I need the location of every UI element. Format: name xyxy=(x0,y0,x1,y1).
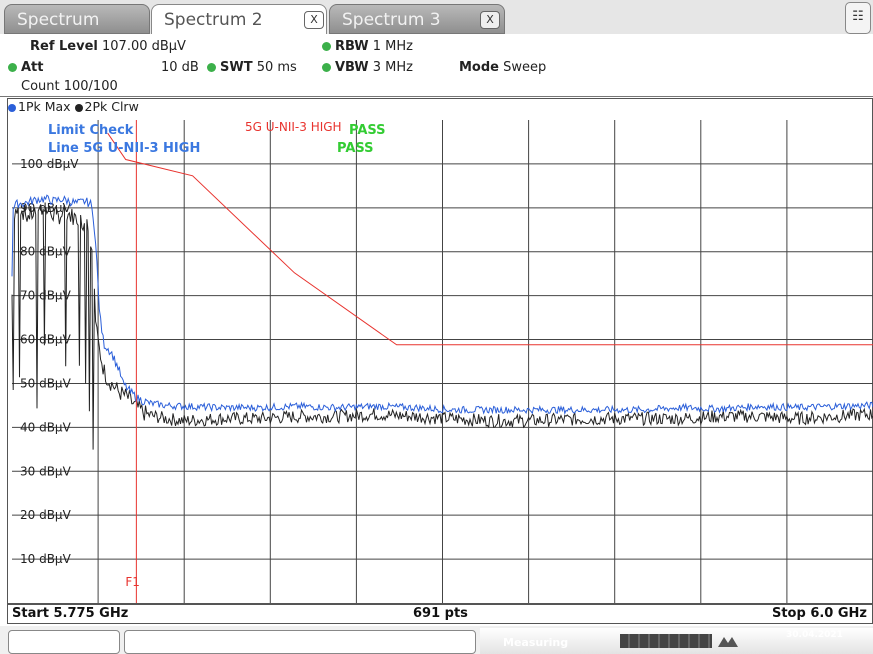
limit-name-label: 5G U-NII-3 HIGH xyxy=(245,120,342,134)
close-icon[interactable]: X xyxy=(480,11,500,29)
limit-check-label: Limit Check xyxy=(48,123,134,138)
ref-level-value: 107.00 dBµV xyxy=(102,39,186,54)
vbw-label: VBW xyxy=(335,60,369,75)
menu-icon[interactable]: ☷ xyxy=(845,2,871,34)
limit-pass-label: PASS xyxy=(337,141,374,156)
att: Att xyxy=(8,60,44,75)
close-icon[interactable]: X xyxy=(304,11,324,29)
legend-entry: 1Pk Max xyxy=(18,99,71,114)
limit-line xyxy=(107,132,873,346)
status-dot-icon xyxy=(322,42,331,51)
legend-entry: 2Pk Clrw xyxy=(84,99,139,114)
spectrum-plot[interactable] xyxy=(7,98,873,604)
measuring-status: Measuring xyxy=(503,636,569,649)
tab-label: Spectrum xyxy=(17,10,100,30)
sweep-points: 691 pts xyxy=(413,606,468,621)
y-axis: 10 dBµV 20 dBµV 30 dBµV 40 dBµV 50 dBµV 60 dB… xyxy=(20,157,79,566)
settings-header: Ref Level 107.00 dBµV RBW 1 MHz Att 10 d… xyxy=(0,34,873,97)
limit-line-path xyxy=(107,132,873,346)
instrument-icon xyxy=(716,634,740,648)
status-field xyxy=(8,630,120,654)
vbw: VBW 3 MHz xyxy=(322,60,413,75)
rbw: RBW 1 MHz xyxy=(322,39,413,54)
trace-legend: 1Pk Max 2Pk Clrw xyxy=(8,99,139,115)
trace-2-dot-icon xyxy=(74,103,83,112)
swt-label: SWT xyxy=(220,60,253,75)
ref-level: Ref Level 107.00 dBµV xyxy=(30,39,186,54)
status-dot-icon xyxy=(8,63,17,72)
status-dot-icon xyxy=(207,63,216,72)
tab-label: Spectrum 3 xyxy=(342,10,441,30)
tab-spectrum-2[interactable]: Spectrum 2 X xyxy=(151,4,327,36)
att-value: 10 dB xyxy=(161,60,199,75)
start-frequency: Start 5.775 GHz xyxy=(12,606,129,621)
rbw-label: RBW xyxy=(335,39,369,54)
mode-label: Mode xyxy=(459,60,499,75)
tab-label: Spectrum 2 xyxy=(164,10,263,30)
marker-label: F1 xyxy=(125,575,140,589)
mode-value: Sweep xyxy=(503,60,547,75)
y-tick-label: 20 dBµV xyxy=(20,508,72,522)
rbw-value: 1 MHz xyxy=(372,39,413,54)
trace-1-dot-icon xyxy=(8,103,16,112)
y-tick-label: 30 dBµV xyxy=(20,464,72,478)
att-swt: 10 dB SWT 50 ms xyxy=(161,60,297,75)
y-tick-label: 10 dBµV xyxy=(20,552,72,566)
status-date: 30.04.2021 xyxy=(786,630,843,640)
vbw-value: 3 MHz xyxy=(372,60,413,75)
swt-value: 50 ms xyxy=(256,60,297,75)
tab-bar: Spectrum Spectrum 2 X Spectrum 3 X ☷ xyxy=(0,0,873,36)
y-tick-label: 40 dBµV xyxy=(20,420,72,434)
ref-level-label: Ref Level xyxy=(30,39,98,54)
y-tick-label: 70 dBµV xyxy=(20,289,72,303)
mode: Mode Sweep xyxy=(459,60,546,75)
tab-spectrum[interactable]: Spectrum xyxy=(4,4,150,34)
frequency-footer: Start 5.775 GHz 691 pts Stop 6.0 GHz xyxy=(7,604,873,624)
status-field xyxy=(124,630,476,654)
y-tick-label: 60 dBµV xyxy=(20,333,72,347)
sweep-count: Count 100/100 xyxy=(21,79,118,94)
att-label: Att xyxy=(21,60,44,75)
limit-pass-label: PASS xyxy=(349,123,386,138)
trace-1pk-max xyxy=(11,194,873,416)
traces xyxy=(11,194,873,450)
y-tick-label: 80 dBµV xyxy=(20,245,72,259)
stop-frequency: Stop 6.0 GHz xyxy=(771,606,867,621)
limit-line-label: Line 5G U-NII-3 HIGH xyxy=(48,141,200,156)
status-dot-icon xyxy=(322,63,331,72)
grid xyxy=(12,120,873,603)
y-tick-label: 50 dBµV xyxy=(20,376,72,390)
progress-bar xyxy=(620,634,712,648)
tab-spectrum-3[interactable]: Spectrum 3 X xyxy=(329,4,505,34)
y-tick-label: 100 dBµV xyxy=(20,157,79,171)
